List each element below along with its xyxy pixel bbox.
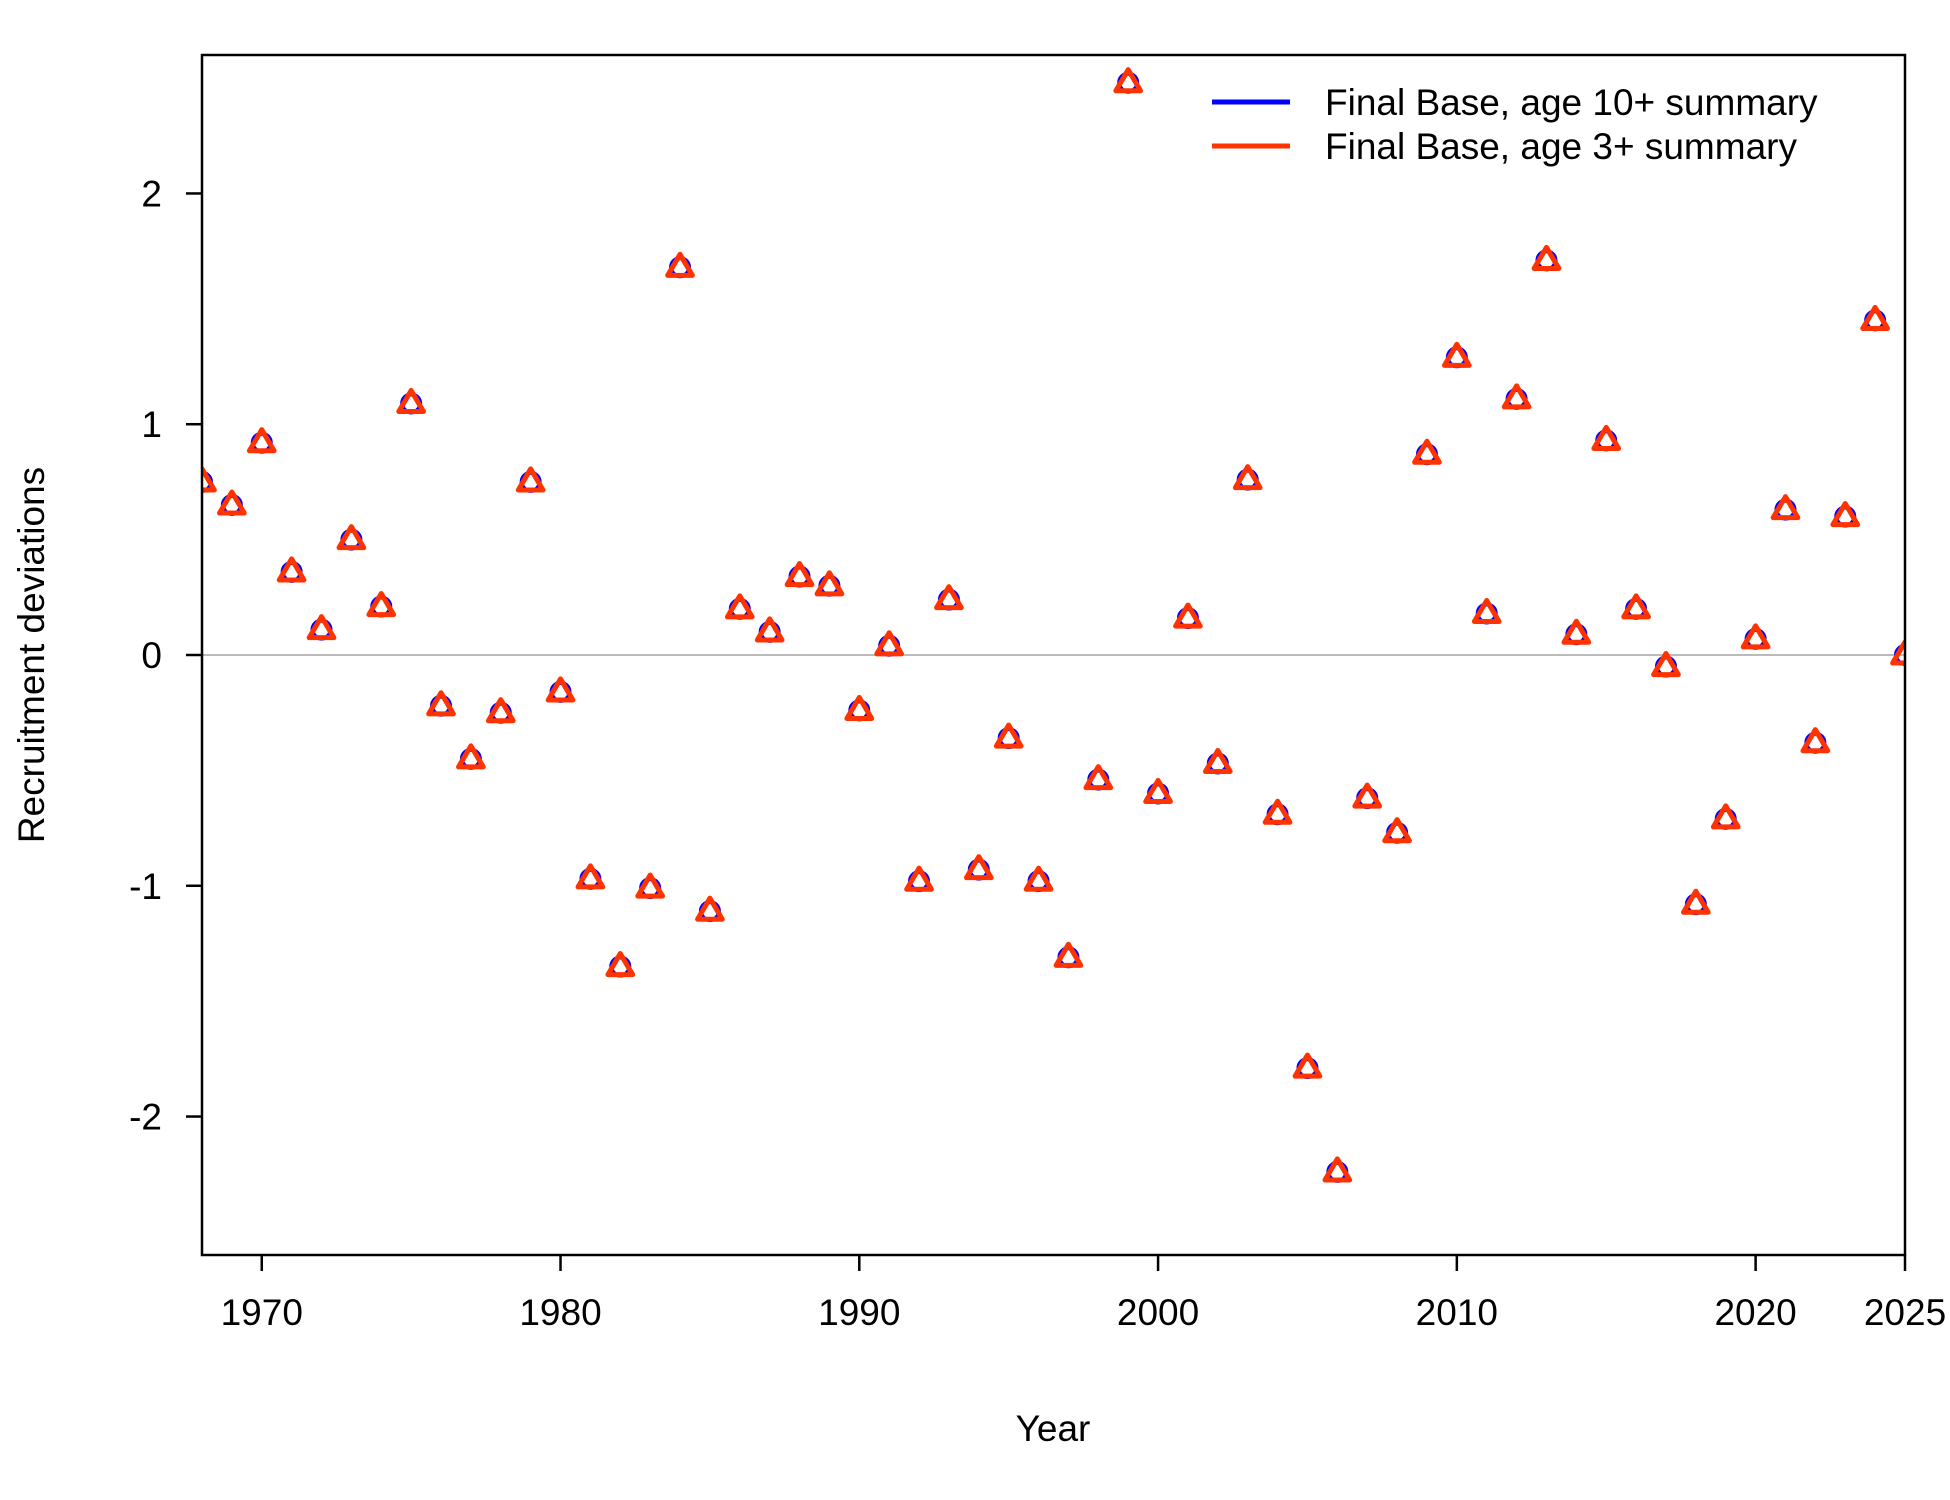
x-tick-label: 2010 [1416,1292,1498,1333]
point-age3-1982 [605,951,636,978]
point-age3-1998 [1083,764,1114,791]
point-age3-1987 [754,616,785,643]
point-age3-2011 [1471,597,1502,625]
y-tick-label: -2 [129,1097,162,1138]
point-age3-2025 [1890,639,1905,666]
y-tick-label: 2 [141,173,162,214]
point-age3-2024 [1860,304,1890,331]
x-axis-title: Year [1016,1408,1091,1449]
point-age3-2003 [1232,464,1263,491]
point-age3-2019 [1710,803,1741,830]
point-age3-2023 [1830,501,1861,528]
x-tick-label: 2000 [1117,1292,1199,1333]
point-age3-1977 [456,743,486,770]
legend: Final Base, age 10+ summary Final Base, … [1212,82,1818,167]
x-tick-label: 1990 [818,1292,900,1333]
point-age3-1999 [1113,67,1144,94]
point-age3-2013 [1531,244,1562,271]
point-age3-1997 [1053,941,1084,968]
point-age3-1983 [635,872,666,899]
x-tick-label: 1980 [519,1292,601,1333]
point-age3-1969 [217,489,247,516]
point-age3-2022 [1800,727,1831,754]
point-age3-1970 [246,427,277,454]
point-age3-1981 [575,863,606,890]
point-age3-1985 [695,895,725,922]
point-age3-2010 [1441,341,1472,368]
point-age3-1989 [814,570,845,597]
x-tick-label: 2020 [1714,1292,1796,1333]
point-age3-2015 [1591,424,1622,451]
point-age3-2008 [1382,817,1412,844]
point-age3-2000 [1143,777,1173,805]
point-age3-2002 [1202,747,1233,775]
point-age3-2014 [1561,618,1592,645]
y-axis: -2 -1 0 1 2 [129,173,202,1138]
y-axis-title: Recruitment deviations [11,467,52,843]
point-age3-2021 [1770,494,1801,521]
point-age3-1986 [724,593,755,620]
point-age3-2004 [1262,798,1293,825]
x-tick-label: 1970 [221,1292,303,1333]
point-age3-2001 [1173,602,1203,629]
x-tick-label: 2025 [1864,1292,1946,1333]
point-age3-2006 [1322,1156,1353,1183]
legend-label-age3: Final Base, age 3+ summary [1325,126,1797,167]
point-age3-1972 [306,614,337,641]
y-tick-label: 1 [141,404,162,445]
point-age3-1980 [545,676,576,703]
point-age3-2018 [1681,888,1711,915]
point-age3-1994 [963,854,994,881]
point-age3-1990 [844,694,875,721]
point-age3-2020 [1740,623,1771,650]
point-age3-2017 [1651,651,1681,678]
point-age3-1979 [515,466,546,493]
point-age3-1973 [336,524,367,551]
point-age3-1992 [904,865,934,892]
point-age3-1974 [366,591,397,618]
point-age3-2012 [1501,383,1532,410]
point-age3-1976 [426,690,456,717]
point-age3-1993 [934,584,964,611]
point-age3-1995 [993,722,1024,749]
point-age3-1975 [396,387,426,415]
y-tick-label: -1 [129,866,162,907]
point-age3-1991 [874,630,905,657]
point-age3-2009 [1412,438,1442,465]
point-age3-1971 [276,556,307,583]
point-age3-1968 [202,466,217,493]
point-age3-1978 [485,697,516,724]
x-axis: 1970 1980 1990 2000 2010 2020 2025 [221,1255,1946,1333]
point-age3-1984 [665,251,695,278]
y-tick-label: 0 [141,635,162,676]
point-age3-2005 [1292,1052,1323,1079]
legend-label-age10: Final Base, age 10+ summary [1325,82,1818,123]
point-age3-1996 [1023,865,1054,892]
point-age3-2016 [1621,593,1651,620]
point-age3-2007 [1352,782,1383,809]
point-age3-1988 [784,561,815,588]
